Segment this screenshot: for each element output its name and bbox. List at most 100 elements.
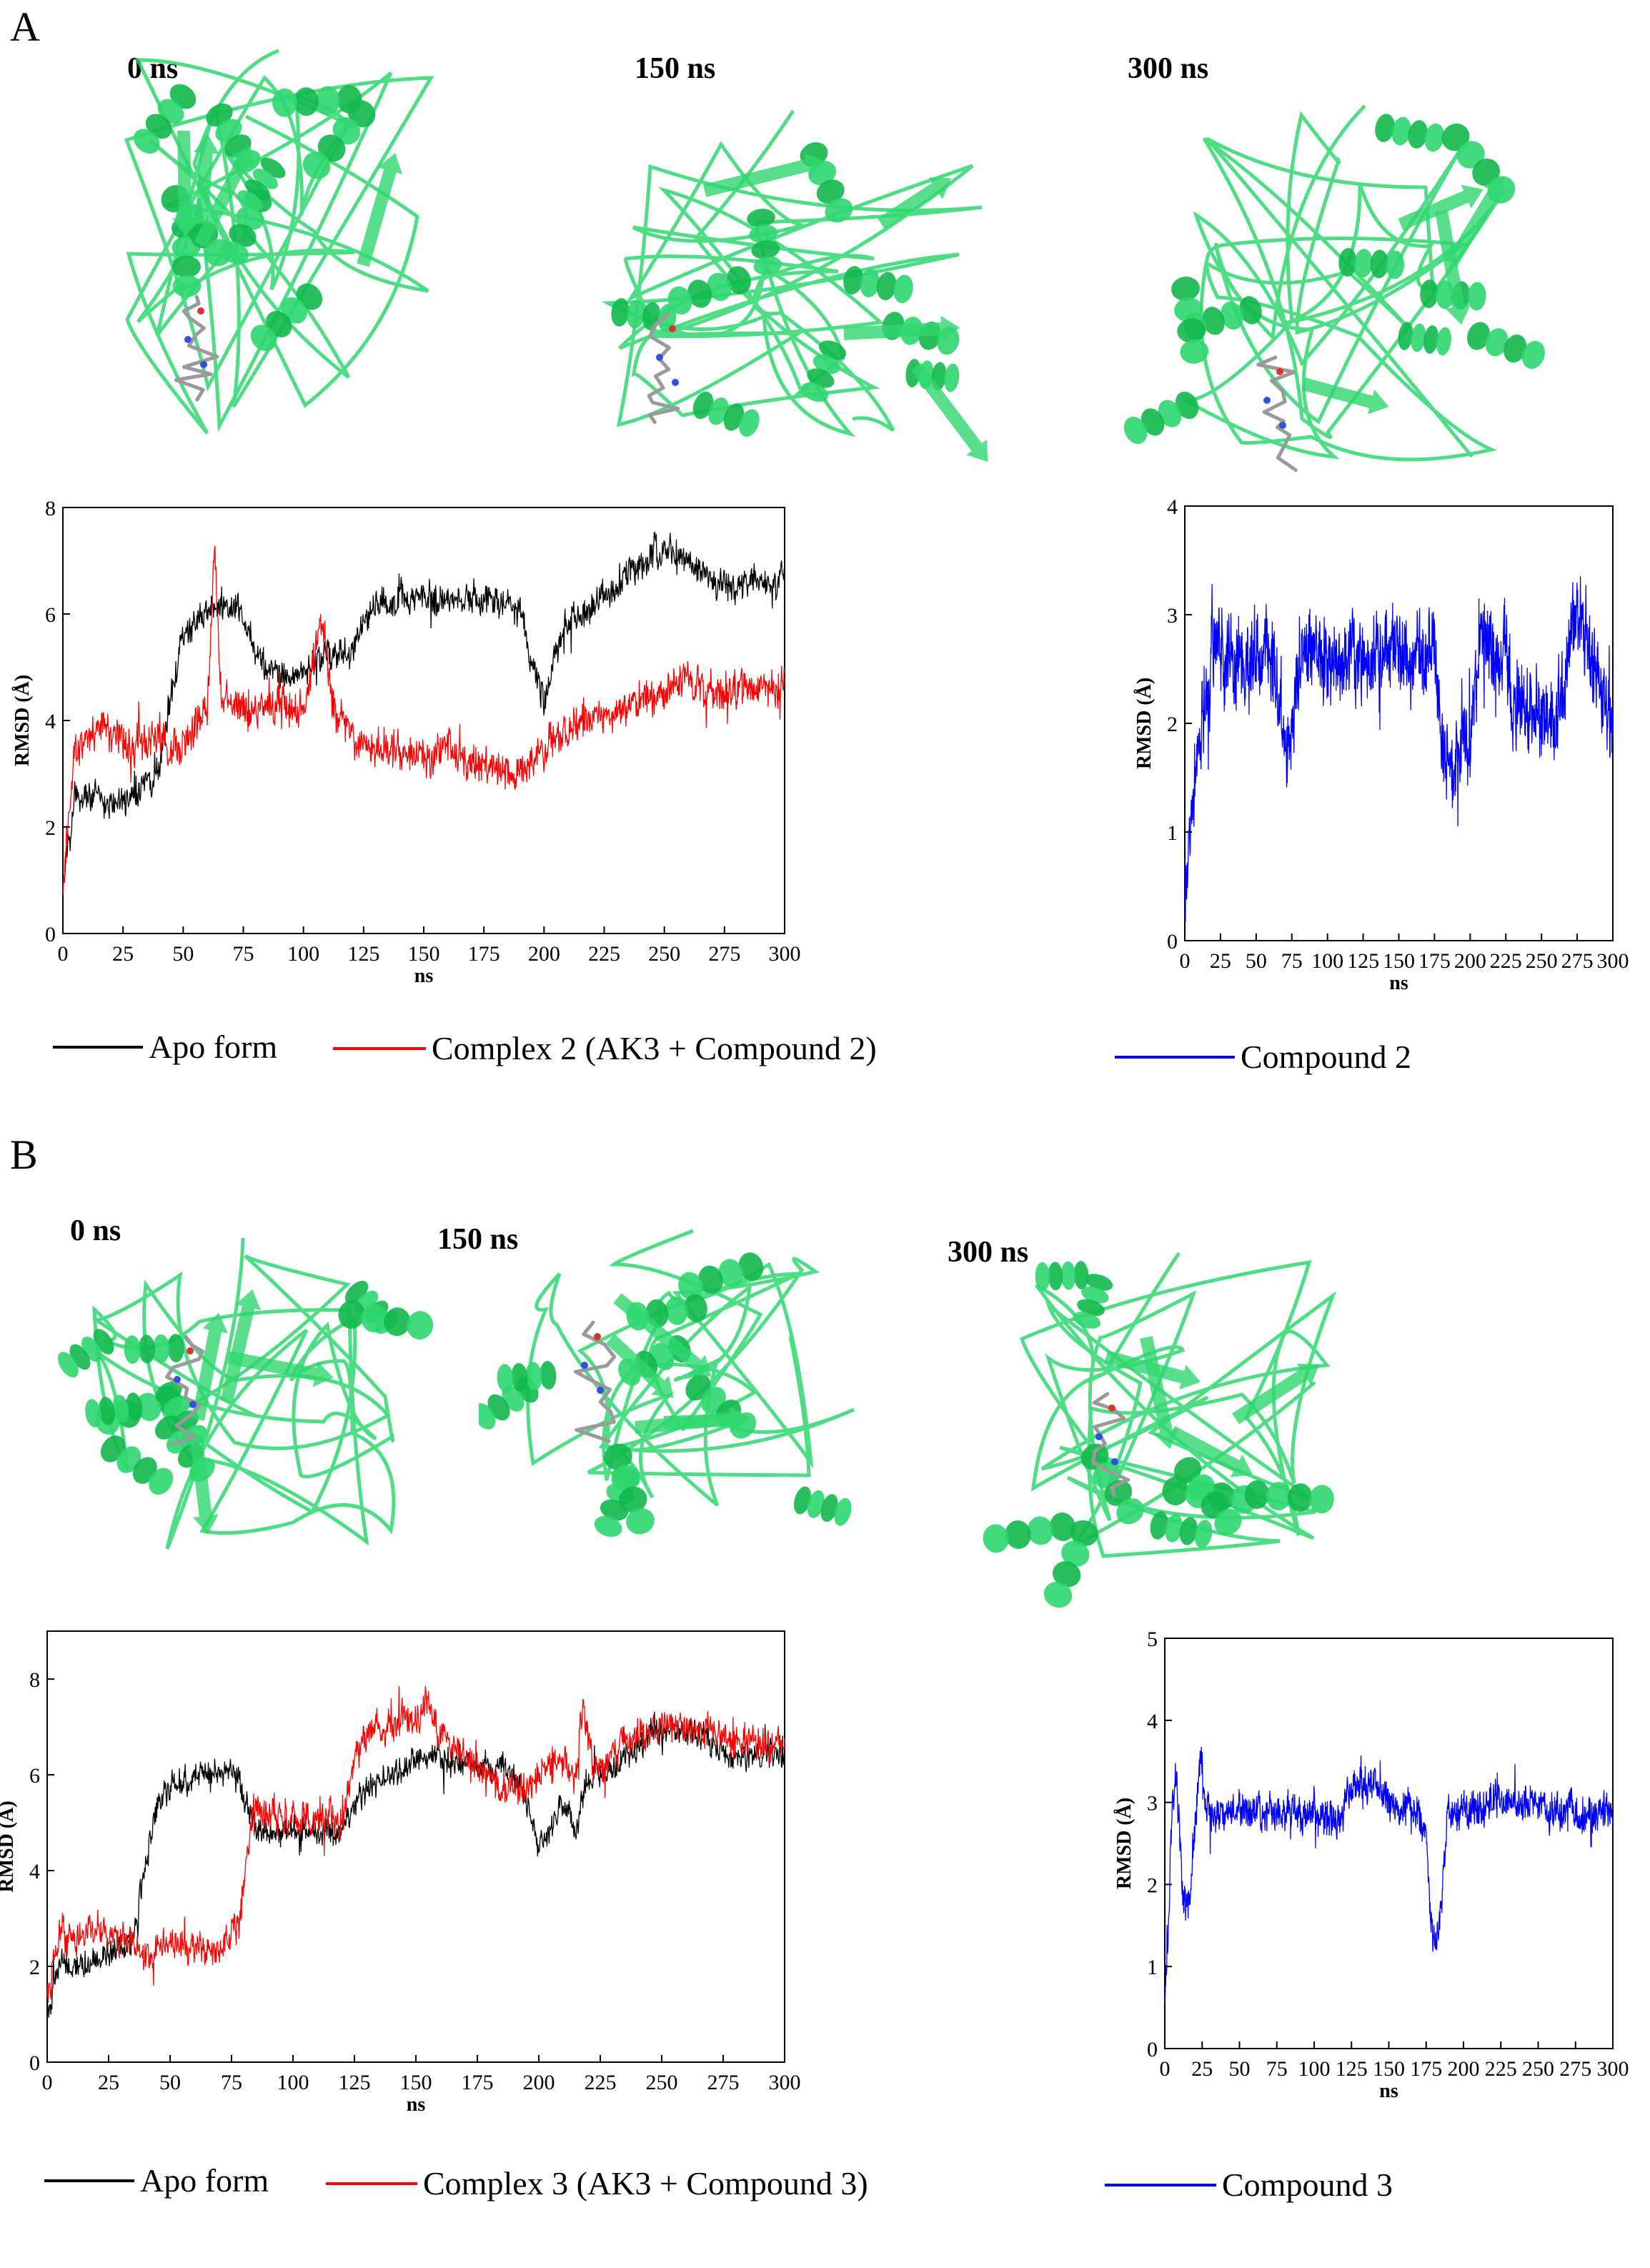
protein-helix: [124, 1334, 184, 1365]
x-tick-label: 100: [287, 942, 319, 966]
protein-strand: [172, 130, 199, 237]
x-tick-label: 300: [769, 2071, 801, 2094]
plot-frame: [1164, 1638, 1614, 2049]
protein-helix: [1244, 1480, 1334, 1514]
y-tick-label: 2: [1167, 713, 1178, 736]
legend-label-apo-a: Apo form: [149, 1029, 278, 1065]
x-tick-label: 175: [1410, 2057, 1442, 2081]
x-tick-label: 225: [585, 2071, 617, 2094]
ligand-sticks: [574, 1320, 617, 1443]
series-line-compound-3: [1164, 1746, 1614, 2004]
x-tick-label: 50: [172, 942, 194, 966]
protein-helix: [237, 157, 286, 212]
protein-helix: [983, 1512, 1076, 1553]
protein-helix: [1173, 1457, 1242, 1535]
x-tick-label: 0: [42, 2071, 53, 2094]
protein-structure-0ns-a: [124, 49, 434, 435]
protein-helix: [801, 340, 847, 402]
protein-helix: [1441, 123, 1516, 204]
x-tick-label: 300: [769, 942, 801, 966]
x-tick-label: 0: [58, 942, 69, 966]
protein-strand: [910, 362, 988, 462]
x-tick-label: 250: [648, 942, 680, 966]
protein-structure-0ns-b: [57, 1237, 434, 1550]
x-tick-label: 150: [408, 942, 440, 966]
protein-backbone: [1184, 104, 1501, 462]
ligand-sticks: [165, 1334, 205, 1446]
time-label-150ns-b: 150 ns: [437, 1223, 519, 1256]
legend-item-apo-a: Apo form: [53, 1028, 277, 1066]
series-line-complex-3-ak3-compound-3: [46, 1685, 785, 2004]
protein-helix: [338, 1300, 434, 1340]
y-tick-label: 4: [29, 1860, 40, 1883]
protein-helix: [678, 1252, 764, 1301]
protein-structure-300ns-b: [983, 1252, 1337, 1608]
x-tick-label: 75: [221, 2071, 242, 2094]
y-axis-label: RMSD (Å): [1133, 678, 1156, 769]
y-tick-label: 0: [45, 923, 56, 946]
x-tick-label: 200: [1448, 2057, 1480, 2081]
x-axis-label: ns: [414, 965, 434, 987]
y-tick-label: 6: [29, 1764, 40, 1788]
legend-item-ligand-b: Compound 3: [1105, 2166, 1393, 2204]
protein-strand: [1446, 177, 1506, 267]
x-tick-label: 225: [1490, 949, 1522, 973]
y-tick-label: 2: [1147, 1873, 1158, 1897]
x-tick-label: 300: [1597, 2057, 1629, 2081]
x-tick-label: 200: [523, 2071, 555, 2094]
x-tick-label: 50: [159, 2071, 181, 2094]
x-tick-label: 100: [1298, 2057, 1331, 2081]
protein-strand: [1398, 184, 1483, 231]
legend-swatch-ligand-a: [1115, 1055, 1235, 1059]
protein-helix: [497, 1361, 557, 1393]
protein-helix: [1171, 277, 1209, 364]
x-tick-label: 275: [1559, 2057, 1591, 2081]
x-tick-label: 150: [1373, 2057, 1405, 2081]
y-tick-label: 2: [29, 1956, 40, 1979]
x-tick-label: 100: [277, 2071, 309, 2094]
y-tick-label: 2: [45, 816, 56, 840]
x-tick-label: 75: [233, 942, 254, 966]
legend-label-complex-a: Complex 2 (AK3 + Compound 2): [432, 1030, 877, 1066]
y-axis-label: RMSD (Å): [11, 675, 34, 766]
x-tick-label: 150: [400, 2071, 432, 2094]
time-label-300ns-a: 300 ns: [1128, 52, 1209, 85]
protein-helix: [57, 1329, 114, 1378]
legend-item-apo-b: Apo form: [44, 2161, 269, 2199]
protein-strand: [663, 1407, 748, 1433]
y-tick-label: 0: [29, 2051, 40, 2075]
rmsd-chart-b-complex: 0 25 50 75 100 125 150 175 200 225 250 275 300 0 2 4 6 8 n…: [0, 1630, 801, 2116]
legend-item-complex-b: Complex 3 (AK3 + Compound 3): [326, 2164, 868, 2202]
protein-structure-300ns-a: [1123, 104, 1545, 472]
legend-swatch-complex-b: [326, 2182, 417, 2185]
ligand-sticks: [174, 294, 219, 402]
legend-item-ligand-a: Compound 2: [1115, 1038, 1411, 1076]
protein-helix: [667, 266, 751, 315]
legend-swatch-apo-b: [44, 2179, 134, 2182]
protein-helix: [272, 85, 362, 117]
protein-helix: [1398, 322, 1451, 356]
series-line-apo-form: [62, 531, 785, 880]
protein-helix: [1073, 1274, 1113, 1329]
protein-backbone: [91, 1237, 396, 1550]
protein-strand: [1168, 1426, 1253, 1477]
protein-strand: [189, 1434, 219, 1535]
protein-strand: [227, 1351, 334, 1387]
x-tick-label: 175: [1418, 949, 1451, 973]
protein-helix: [800, 142, 853, 223]
protein-helix: [604, 1443, 655, 1535]
protein-helix: [1338, 248, 1405, 279]
y-tick-label: 6: [45, 603, 56, 627]
protein-helix: [793, 1486, 852, 1526]
protein-strand: [878, 177, 952, 229]
protein-strand: [220, 1289, 262, 1404]
protein-strand: [605, 1334, 674, 1398]
protein-backbone: [1019, 1252, 1337, 1558]
ligand-sticks: [1090, 1392, 1130, 1498]
protein-helix: [85, 1392, 143, 1427]
x-tick-label: 175: [468, 942, 500, 966]
x-axis-label: ns: [407, 2094, 426, 2116]
y-tick-label: 0: [1167, 930, 1178, 954]
x-tick-label: 150: [1383, 949, 1415, 973]
legend-swatch-complex-a: [333, 1046, 426, 1050]
